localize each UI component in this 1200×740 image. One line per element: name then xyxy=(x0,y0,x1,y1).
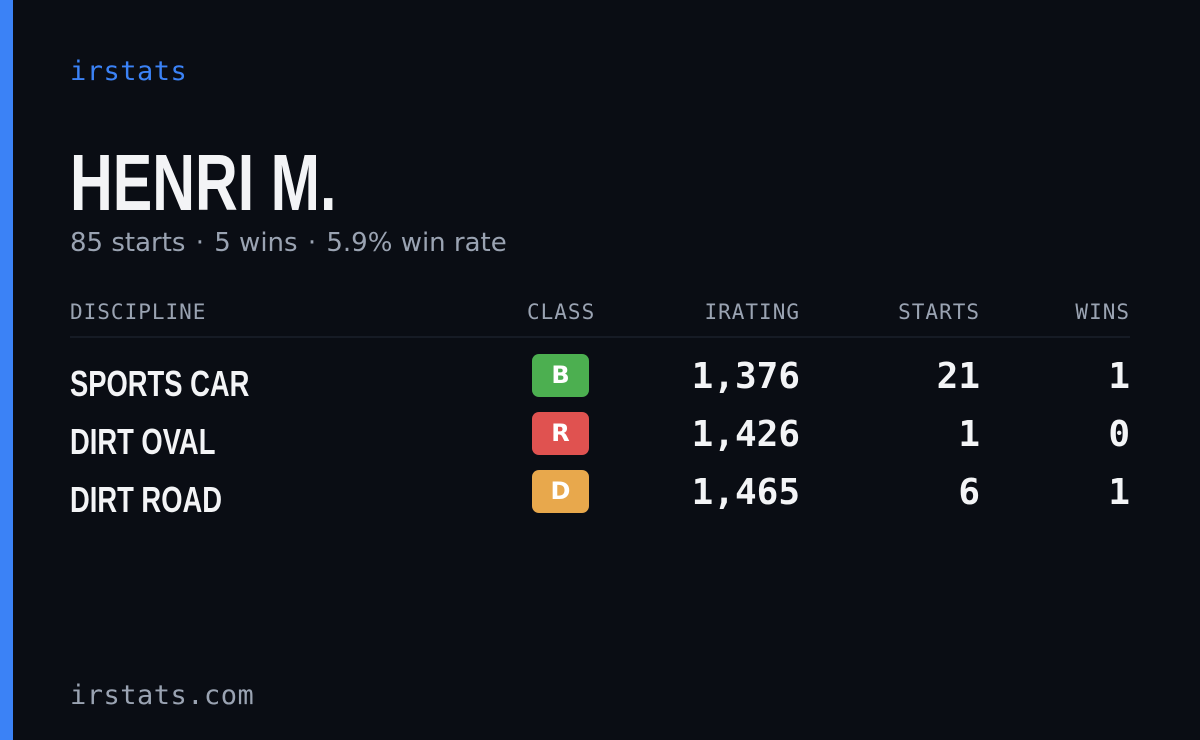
header-wins: WINS xyxy=(1075,300,1130,324)
discipline-name: SPORTS CAR xyxy=(70,363,250,404)
class-badge: R xyxy=(532,412,589,455)
header-starts: STARTS xyxy=(898,300,980,324)
summary-separator: · xyxy=(307,228,317,258)
wins-value: 1 xyxy=(1108,472,1130,513)
wins-summary: 5 wins xyxy=(214,228,298,258)
starts-value: 1 xyxy=(958,414,980,455)
table-row: DIRT OVAL R 1,426 1 0 xyxy=(0,408,1200,466)
starts-summary: 85 starts xyxy=(70,228,186,258)
wins-value: 0 xyxy=(1108,414,1130,455)
starts-value: 21 xyxy=(936,356,980,397)
win-rate-summary: 5.9% win rate xyxy=(326,228,507,258)
wins-value: 1 xyxy=(1108,356,1130,397)
irating-value: 1,465 xyxy=(691,472,800,513)
table-row: DIRT ROAD D 1,465 6 1 xyxy=(0,466,1200,524)
discipline-name: DIRT OVAL xyxy=(70,421,216,462)
class-badge: D xyxy=(532,470,589,513)
header-divider xyxy=(70,336,1130,338)
starts-value: 6 xyxy=(958,472,980,513)
accent-bar xyxy=(0,0,13,740)
discipline-name: DIRT ROAD xyxy=(70,479,222,520)
summary-separator: · xyxy=(195,228,204,258)
irating-value: 1,376 xyxy=(691,356,800,397)
player-summary: 85 starts · 5 wins · 5.9% win rate xyxy=(70,228,507,258)
header-discipline: DISCIPLINE xyxy=(70,300,207,324)
header-irating: IRATING xyxy=(704,300,800,324)
footer-domain[interactable]: irstats.com xyxy=(70,680,255,711)
header-class: CLASS xyxy=(527,300,596,324)
table-row: SPORTS CAR B 1,376 21 1 xyxy=(0,350,1200,408)
class-badge: B xyxy=(532,354,589,397)
irating-value: 1,426 xyxy=(691,414,800,455)
player-name: HENRI M. xyxy=(70,138,337,227)
brand-logo[interactable]: irstats xyxy=(70,56,188,87)
